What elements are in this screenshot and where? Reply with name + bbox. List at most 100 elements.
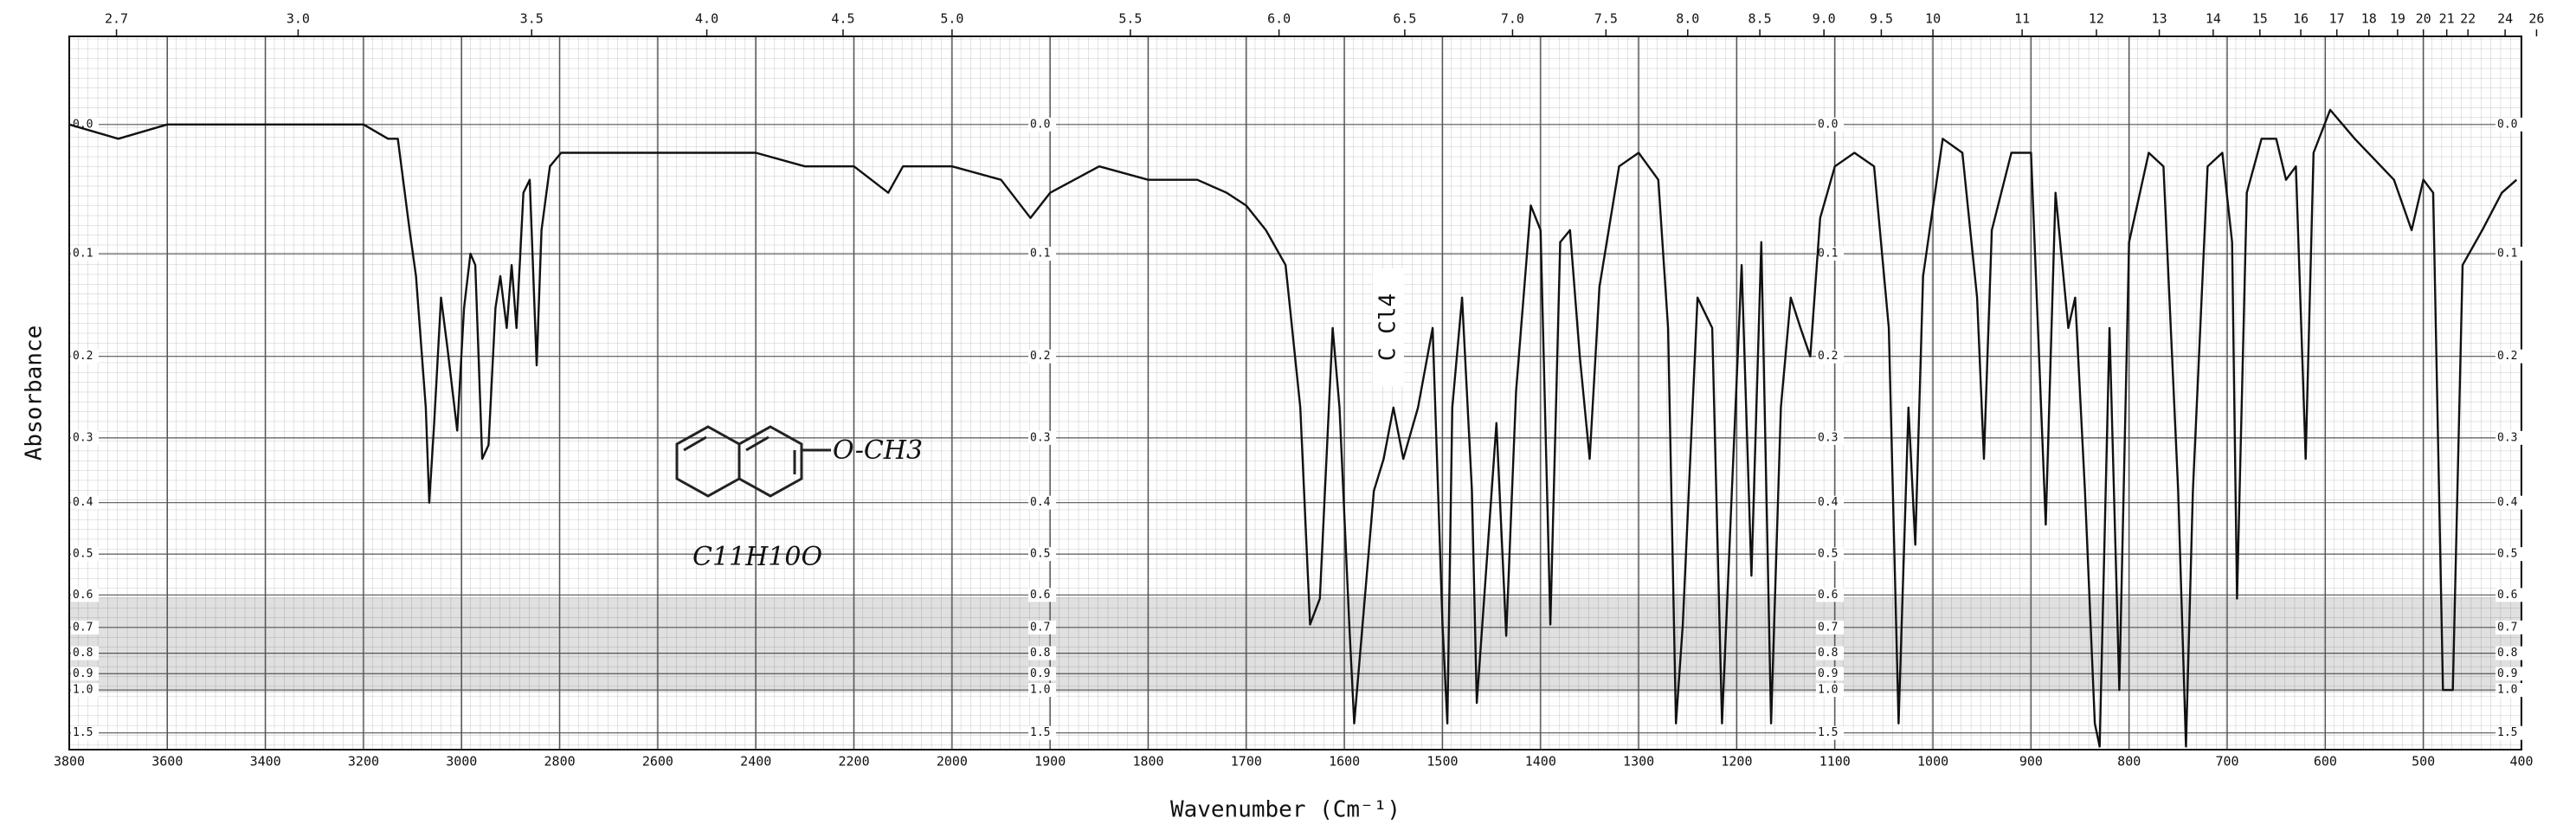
y-tick-bg [1816,349,1844,364]
y-tick-bg [1816,547,1844,562]
x2-tick-label: 19 [2390,11,2405,27]
y-tick-label: 0.8 [1818,647,1838,660]
y-tick-label: 0.2 [1030,350,1050,363]
x-tick-label: 2600 [642,754,673,770]
x-tick-label: 2200 [838,754,869,770]
x2-tick-label: 6.5 [1393,11,1416,27]
y-tick-label: 0.6 [73,589,93,602]
x-axis-title: Wavenumber (Cm⁻¹) [1170,797,1401,823]
y-tick-label: 0.7 [2497,621,2517,634]
y-tick-bg [1028,725,1056,740]
x2-tick-label: 21 [2439,11,2455,27]
x2-tick-label: 5.0 [940,11,963,27]
y-tick-label: 0.6 [1818,589,1838,602]
x2-tick-label: 17 [2329,11,2345,27]
x-tick-label: 3800 [54,754,85,770]
y-tick-bg [2496,725,2523,740]
y-tick-bg [2496,667,2523,681]
y-tick-label: 0.3 [2497,431,2517,444]
y-tick-bg [71,588,99,602]
y-tick-bg [2496,247,2523,261]
x2-tick-label: 13 [2152,11,2167,27]
y-tick-bg [1028,588,1056,602]
x-tick-label: 1500 [1426,754,1458,770]
y-tick-bg [71,495,99,510]
x-tick-label: 2000 [937,754,968,770]
y-tick-label: 0.5 [2497,548,2517,561]
x-tick-label: 1600 [1329,754,1360,770]
y-tick-bg [2496,588,2523,602]
spectrum-line [68,108,2518,748]
x-tick-label: 400 [2509,754,2533,770]
y-tick-bg [2496,547,2523,562]
x2-tick-label: 10 [1925,11,1941,27]
x-tick-label: 3600 [151,754,183,770]
y-tick-label: 1.5 [1030,726,1050,739]
y-tick-label: 0.7 [1030,621,1050,634]
x2-tick-label: 2.7 [105,11,128,27]
x2-tick-label: 8.5 [1748,11,1772,27]
y-tick-label: 1.5 [1818,726,1838,739]
y-tick-bg [1816,646,1844,660]
y-tick-label: 0.3 [73,431,93,444]
x2-tick-label: 22 [2460,11,2476,27]
x-tick-label: 700 [2215,754,2238,770]
y-tick-label: 0.2 [1818,350,1838,363]
y-tick-bg [1028,683,1056,698]
y-tick-label: 0.5 [73,548,93,561]
y-tick-label: 0.5 [1818,548,1838,561]
y-tick-label: 0.4 [1030,496,1051,509]
x2-tick-label: 5.5 [1118,11,1142,27]
x2-tick-label: 9.0 [1813,11,1836,27]
y-tick-label: 1.0 [1030,684,1050,697]
y-tick-label: 0.3 [1818,431,1838,444]
y-tick-bg [71,667,99,681]
x-tick-label: 1000 [1917,754,1948,770]
y-tick-bg [1816,117,1844,132]
y-tick-label: 0.1 [2497,248,2517,261]
y-tick-bg [2496,620,2523,635]
x2-tick-label: 24 [2497,11,2513,27]
x2-tick-label: 26 [2528,11,2544,27]
y-tick-label: 0.9 [73,667,93,680]
x-tick-label: 1100 [1819,754,1851,770]
y-tick-label: 0.9 [1030,667,1050,680]
x2-tick-label: 3.5 [520,11,544,27]
y-tick-label: 0.2 [2497,350,2517,363]
y-tick-bg [71,547,99,562]
formula-annotation: C11H10O [692,542,822,572]
y-tick-bg [2496,495,2523,510]
x-tick-label: 1800 [1132,754,1163,770]
y-tick-bg [1028,117,1056,132]
y-tick-bg [71,646,99,660]
annotation-bg [1373,268,1404,386]
y-tick-label: 1.5 [73,726,93,739]
y-tick-label: 0.1 [73,248,93,261]
x-tick-label: 800 [2117,754,2141,770]
y-tick-bg [2496,430,2523,445]
y-tick-bg [71,620,99,635]
scan-shading [69,597,2521,692]
y-tick-label: 0.6 [1030,589,1050,602]
y-tick-label: 0.6 [2497,589,2517,602]
y-tick-bg [1816,667,1844,681]
y-tick-bg [71,683,99,698]
y-tick-bg [71,725,99,740]
x2-tick-label: 11 [2014,11,2030,27]
y-tick-label: 1.0 [1818,684,1838,697]
y-tick-label: 0.8 [2497,647,2517,660]
x-tick-label: 1400 [1525,754,1556,770]
x2-tick-label: 6.0 [1267,11,1291,27]
x2-tick-label: 15 [2252,11,2268,27]
x2-tick-label: 4.5 [831,11,854,27]
substituent-annotation: O-CH3 [833,435,923,466]
x2-tick-label: 8.0 [1676,11,1699,27]
y-tick-bg [1028,349,1056,364]
x-tick-label: 600 [2314,754,2337,770]
y-tick-label: 0.5 [1030,548,1050,561]
y-tick-label: 0.1 [1818,248,1838,261]
x-tick-label: 3000 [446,754,477,770]
structure-drawing [675,425,831,498]
